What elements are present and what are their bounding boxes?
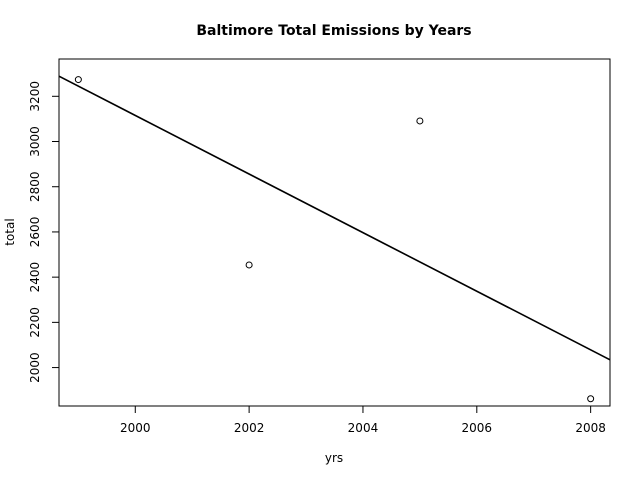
chart-title: Baltimore Total Emissions by Years — [196, 23, 471, 39]
plot-content — [58, 75, 611, 403]
y-tick-label: 2200 — [28, 307, 42, 338]
data-point — [416, 117, 424, 125]
y-tick-label: 2800 — [28, 171, 42, 202]
y-tick-label: 2600 — [28, 217, 42, 248]
y-tick-label: 2000 — [28, 352, 42, 383]
y-tick-label: 3000 — [28, 126, 42, 157]
x-tick-label: 2006 — [462, 421, 493, 435]
regression-line — [58, 75, 611, 361]
data-point — [587, 395, 595, 403]
y-tick-label: 3200 — [28, 81, 42, 112]
x-tick-label: 2004 — [348, 421, 379, 435]
data-point — [74, 76, 82, 84]
x-tick-label: 2008 — [575, 421, 606, 435]
data-point — [245, 261, 253, 269]
x-axis-label: yrs — [325, 451, 343, 465]
x-axis: 2000 2002 2004 2006 2008 — [120, 405, 606, 435]
plot-frame — [58, 58, 611, 407]
y-tick-label: 2400 — [28, 262, 42, 293]
y-axis: 2000 2200 2400 2600 2800 3000 3200 — [28, 81, 60, 383]
x-tick-label: 2000 — [120, 421, 151, 435]
y-axis-label: total — [3, 218, 17, 245]
x-tick-label: 2002 — [234, 421, 265, 435]
